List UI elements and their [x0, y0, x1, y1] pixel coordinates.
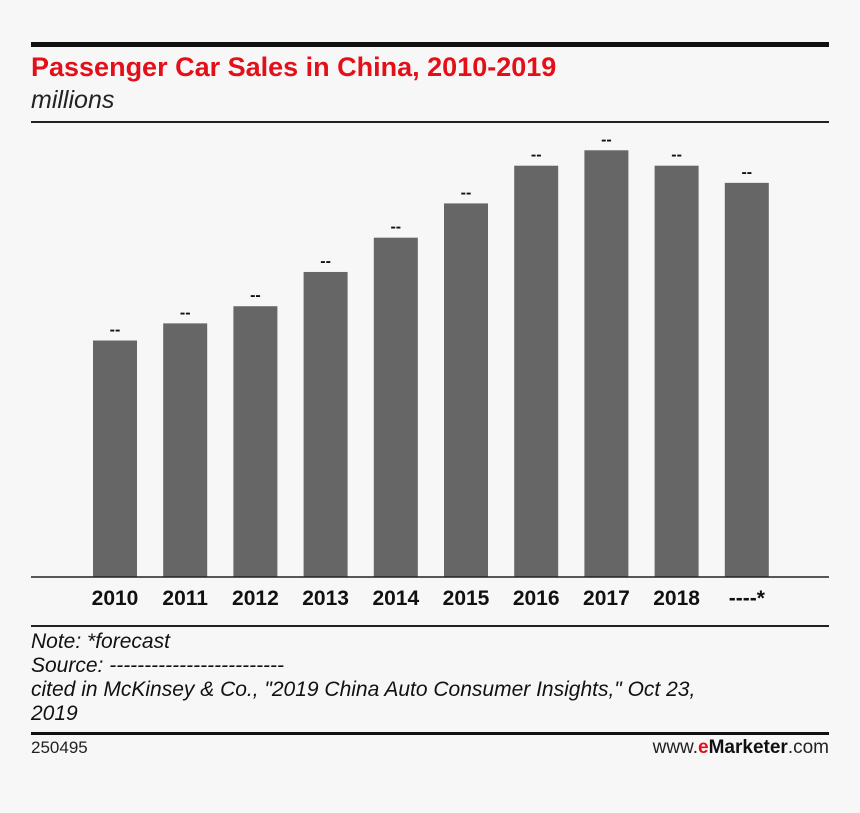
x-tick-label: 2014	[372, 587, 419, 610]
x-tick-label: 2017	[583, 587, 630, 610]
bar-2011	[163, 323, 208, 577]
data-label: --	[180, 304, 191, 321]
bar-2017	[584, 150, 629, 577]
bar-2018	[654, 165, 699, 578]
data-label: --	[741, 164, 752, 181]
data-label: --	[531, 147, 542, 164]
subtitle-rule	[31, 121, 829, 123]
brand-suffix: .com	[787, 737, 829, 758]
source-text: Source: -------------------------	[31, 654, 285, 677]
data-label: --	[461, 184, 472, 201]
bar-2010	[93, 340, 137, 577]
data-label: --	[110, 322, 121, 339]
notes-rule	[31, 625, 829, 627]
brand-name: Marketer	[708, 737, 788, 758]
brand-prefix: www.	[652, 737, 699, 758]
data-label: --	[390, 219, 401, 236]
chart-title: Passenger Car Sales in China, 2010-2019	[31, 52, 557, 82]
chart-id: 250495	[31, 738, 88, 757]
bar-2013	[303, 271, 348, 577]
x-tick-label: 2015	[443, 587, 490, 610]
x-tick-label: 2010	[92, 587, 139, 610]
x-tick-label: 2011	[162, 587, 208, 610]
x-tick-label: 2016	[513, 587, 560, 610]
x-tick-label: 2013	[302, 587, 349, 610]
bar-forecast	[724, 182, 769, 577]
data-label: --	[320, 253, 331, 270]
bar-2014	[373, 237, 418, 577]
footer-rule	[31, 732, 829, 735]
chart-notes: Note: *forecast Source: ----------------…	[31, 630, 821, 726]
x-tick-label: 2018	[653, 587, 700, 610]
note-text: Note: *forecast	[31, 630, 170, 653]
top-rule	[31, 42, 829, 47]
x-tick-label: ----*	[729, 587, 766, 610]
data-label: --	[601, 131, 612, 148]
brand-e: e	[698, 737, 709, 758]
data-label: --	[671, 147, 682, 164]
bar-2015	[444, 203, 488, 577]
x-tick-label: 2012	[232, 587, 279, 610]
citation-line-2: 2019	[31, 702, 78, 725]
data-label: --	[250, 287, 261, 304]
bar-2012	[233, 306, 278, 577]
chart-subtitle: millions	[31, 86, 115, 114]
brand-link[interactable]: www.eMarketer.com	[653, 737, 829, 759]
bar-chart: -- 2010 -- 2011 -- 2012 -- 2013 -- 2014 -- 2015 -- 20…	[31, 131, 829, 610]
bar-2016	[514, 165, 559, 578]
citation-line-1: cited in McKinsey & Co., "2019 China Aut…	[31, 678, 696, 701]
